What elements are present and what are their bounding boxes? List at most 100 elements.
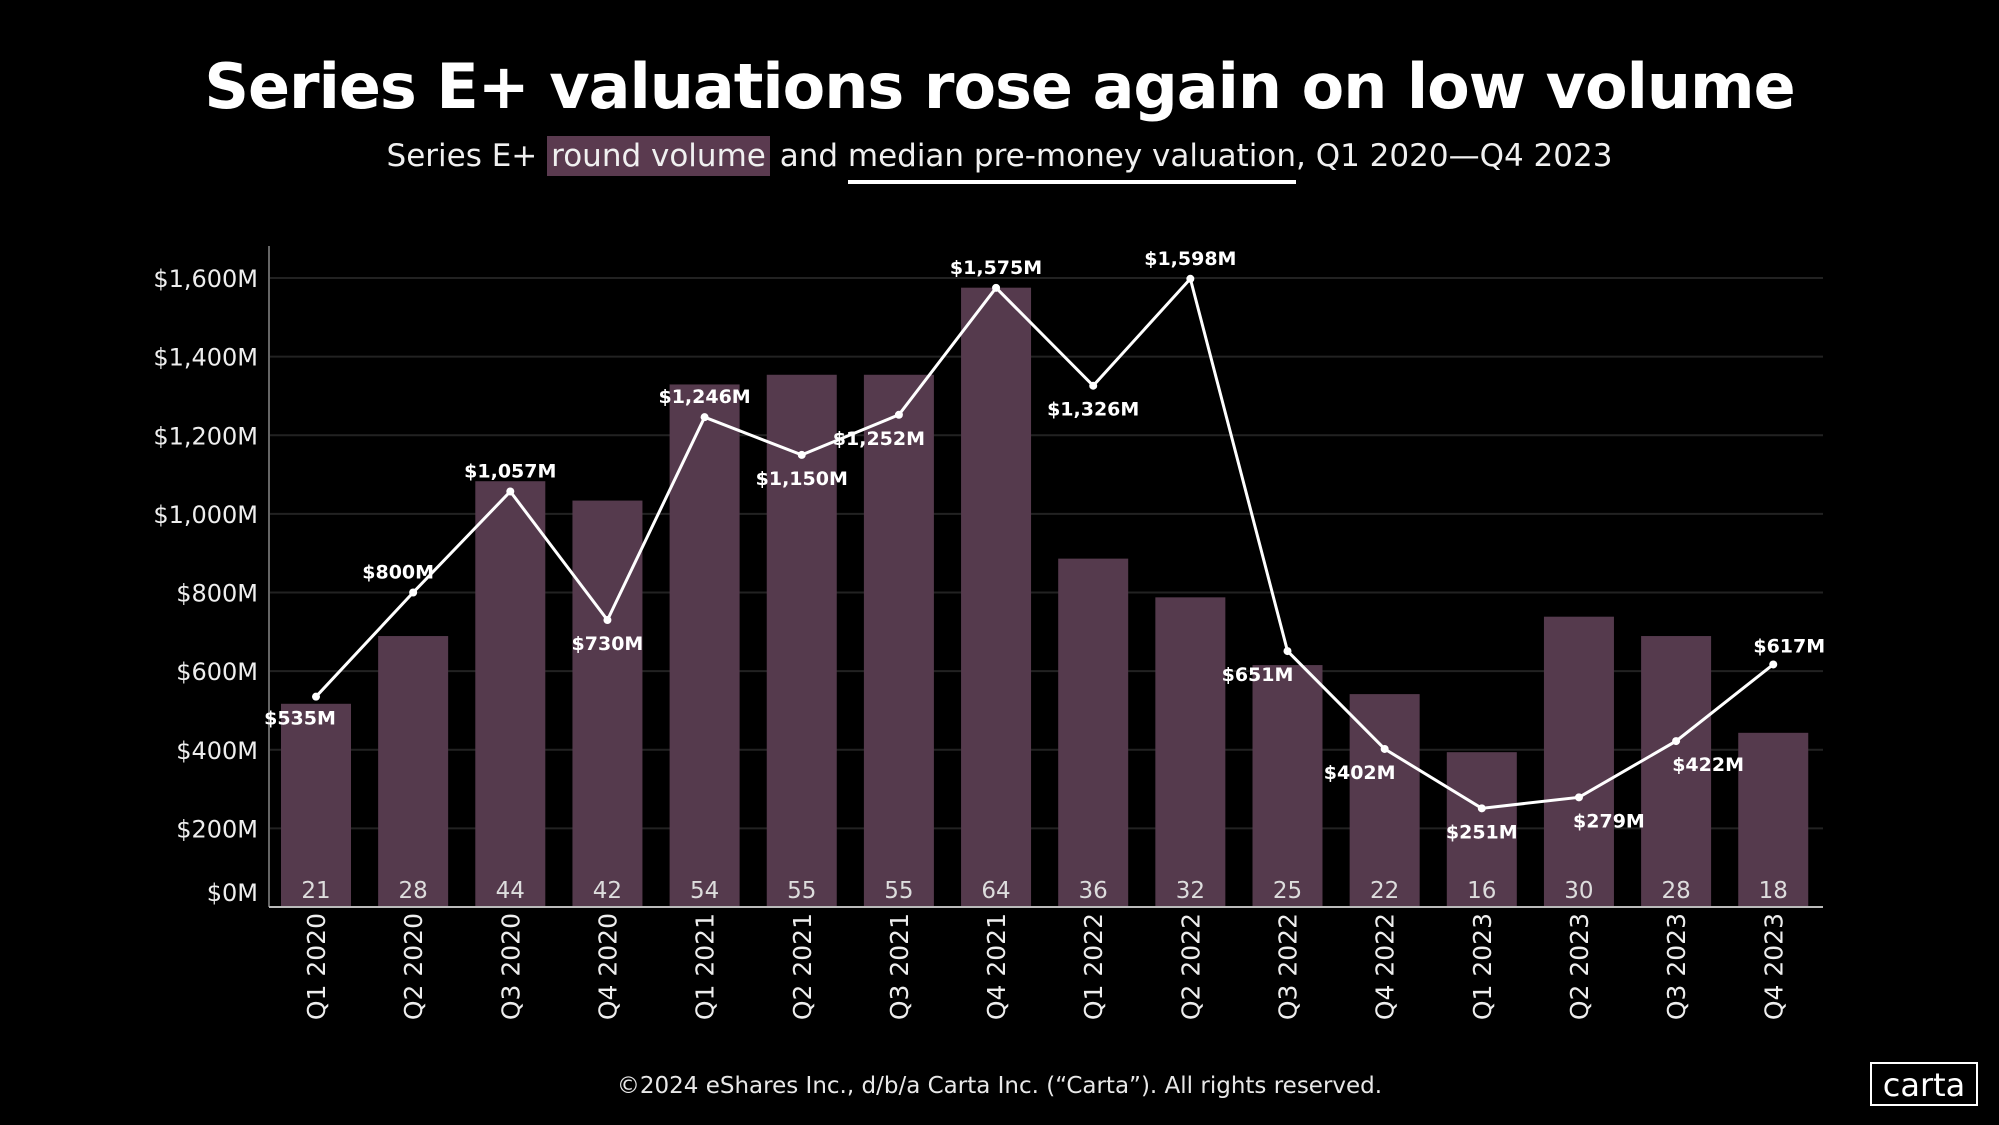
subtitle-text: Series E+ bbox=[386, 138, 548, 174]
volume-label: 22 bbox=[1370, 878, 1399, 904]
volume-label: 18 bbox=[1759, 878, 1788, 904]
y-tick-label: $1,600M bbox=[153, 265, 258, 293]
volume-label: 32 bbox=[1176, 878, 1205, 904]
valuation-line bbox=[314, 275, 1775, 810]
volume-label: 28 bbox=[399, 878, 428, 904]
y-tick-label: $1,200M bbox=[153, 422, 258, 450]
x-tick-label: Q3 2022 bbox=[1274, 913, 1303, 1020]
x-tick-label: Q4 2023 bbox=[1759, 913, 1788, 1020]
volume-bar bbox=[1446, 752, 1517, 907]
x-tick-label: Q1 2020 bbox=[302, 913, 331, 1020]
y-tick-label: $600M bbox=[176, 658, 258, 686]
volume-label: 64 bbox=[981, 878, 1010, 904]
volume-bar bbox=[961, 287, 1032, 908]
volume-bar bbox=[1252, 665, 1323, 907]
x-tick-label: Q2 2020 bbox=[399, 913, 428, 1020]
y-tick-label: $1,000M bbox=[153, 501, 258, 529]
valuation-point bbox=[1380, 744, 1389, 753]
valuation-point bbox=[797, 450, 806, 459]
x-tick-label: Q4 2020 bbox=[593, 913, 622, 1020]
valuation-point bbox=[894, 410, 903, 419]
x-tick-label: Q2 2023 bbox=[1565, 913, 1594, 1020]
volume-bar bbox=[475, 481, 546, 907]
valuation-label: $422M bbox=[1672, 754, 1744, 776]
valuation-label: $1,246M bbox=[658, 386, 750, 408]
y-tick-label: $800M bbox=[176, 580, 258, 608]
carta-logo: carta bbox=[1870, 1062, 1978, 1106]
subtitle-valuation-legend: median pre-money valuation bbox=[847, 138, 1296, 184]
volume-label: 21 bbox=[301, 878, 330, 904]
volume-label: 55 bbox=[787, 878, 816, 904]
volume-bar bbox=[863, 374, 934, 907]
x-tick-label: Q4 2021 bbox=[982, 913, 1011, 1020]
valuation-point bbox=[312, 692, 320, 701]
x-tick-label: Q3 2020 bbox=[496, 913, 525, 1020]
copyright-footer: ©2024 eShares Inc., d/b/a Carta Inc. (“C… bbox=[616, 1073, 1383, 1099]
volume-bar bbox=[766, 374, 837, 907]
volume-label: 30 bbox=[1564, 878, 1593, 904]
valuation-point bbox=[700, 413, 709, 422]
chart-subtitle: Series E+ round volume and median pre-mo… bbox=[0, 136, 1999, 184]
subtitle-text: and bbox=[769, 138, 848, 174]
valuation-point bbox=[1186, 274, 1195, 283]
valuation-point bbox=[1283, 647, 1292, 656]
volume-bar bbox=[281, 703, 351, 907]
y-tick-label: $0M bbox=[207, 879, 258, 907]
valuation-point bbox=[1672, 737, 1681, 746]
volume-bar bbox=[669, 384, 740, 907]
subtitle-text: , Q1 2020—Q4 2023 bbox=[1296, 138, 1613, 174]
chart-title: Series E+ valuations rose again on low v… bbox=[204, 50, 1795, 123]
valuation-point bbox=[992, 283, 1001, 292]
valuation-label: $1,150M bbox=[756, 468, 848, 490]
y-tick-label: $1,400M bbox=[153, 344, 258, 372]
valuation-label: $402M bbox=[1324, 762, 1396, 784]
valuation-label: $1,598M bbox=[1144, 248, 1236, 270]
valuation-label: $651M bbox=[1222, 664, 1294, 686]
valuation-label: $279M bbox=[1573, 810, 1645, 832]
x-tick-label: Q2 2021 bbox=[788, 913, 817, 1020]
volume-bar bbox=[1543, 616, 1614, 907]
volume-bar bbox=[1058, 558, 1129, 907]
valuation-label: $1,326M bbox=[1047, 399, 1139, 421]
valuation-point bbox=[409, 588, 418, 597]
x-tick-label: Q1 2021 bbox=[691, 913, 720, 1020]
volume-label: 16 bbox=[1467, 878, 1496, 904]
volume-bar bbox=[572, 500, 643, 907]
y-tick-label: $200M bbox=[176, 815, 258, 843]
valuation-label: $1,575M bbox=[950, 257, 1042, 279]
volume-bar bbox=[1738, 732, 1809, 907]
volume-bar bbox=[1349, 694, 1420, 907]
valuation-label: $730M bbox=[572, 633, 644, 655]
volume-bar bbox=[378, 636, 449, 907]
x-tick-label: Q3 2021 bbox=[885, 913, 914, 1020]
x-tick-label: Q1 2023 bbox=[1468, 913, 1497, 1020]
volume-label: 28 bbox=[1661, 878, 1690, 904]
x-tick-label: Q3 2023 bbox=[1662, 913, 1691, 1020]
subtitle-volume-legend: round volume bbox=[547, 136, 770, 176]
valuation-point bbox=[1477, 804, 1486, 813]
valuation-label: $1,252M bbox=[833, 428, 925, 450]
volume-label: 36 bbox=[1079, 878, 1108, 904]
valuation-label: $1,057M bbox=[464, 460, 556, 482]
volume-bar bbox=[1641, 636, 1712, 907]
valuation-point bbox=[1769, 660, 1778, 669]
valuation-point bbox=[603, 616, 612, 625]
volume-label: 44 bbox=[496, 878, 525, 904]
valuation-label: $251M bbox=[1446, 821, 1518, 843]
valuation-label: $800M bbox=[362, 562, 434, 584]
volume-label: 42 bbox=[593, 878, 622, 904]
valuation-label: $617M bbox=[1753, 635, 1825, 657]
valuation-label: $535M bbox=[264, 708, 336, 730]
volume-bar bbox=[1155, 597, 1226, 907]
x-tick-label: Q4 2022 bbox=[1371, 913, 1400, 1020]
valuation-point bbox=[1089, 381, 1098, 390]
volume-label: 55 bbox=[884, 878, 913, 904]
volume-label: 25 bbox=[1273, 878, 1302, 904]
y-tick-label: $400M bbox=[176, 737, 258, 765]
volume-label: 54 bbox=[690, 878, 719, 904]
x-tick-label: Q1 2022 bbox=[1079, 913, 1108, 1020]
valuation-point bbox=[506, 487, 515, 496]
valuation-point bbox=[1574, 793, 1583, 802]
x-tick-label: Q2 2022 bbox=[1176, 913, 1205, 1020]
